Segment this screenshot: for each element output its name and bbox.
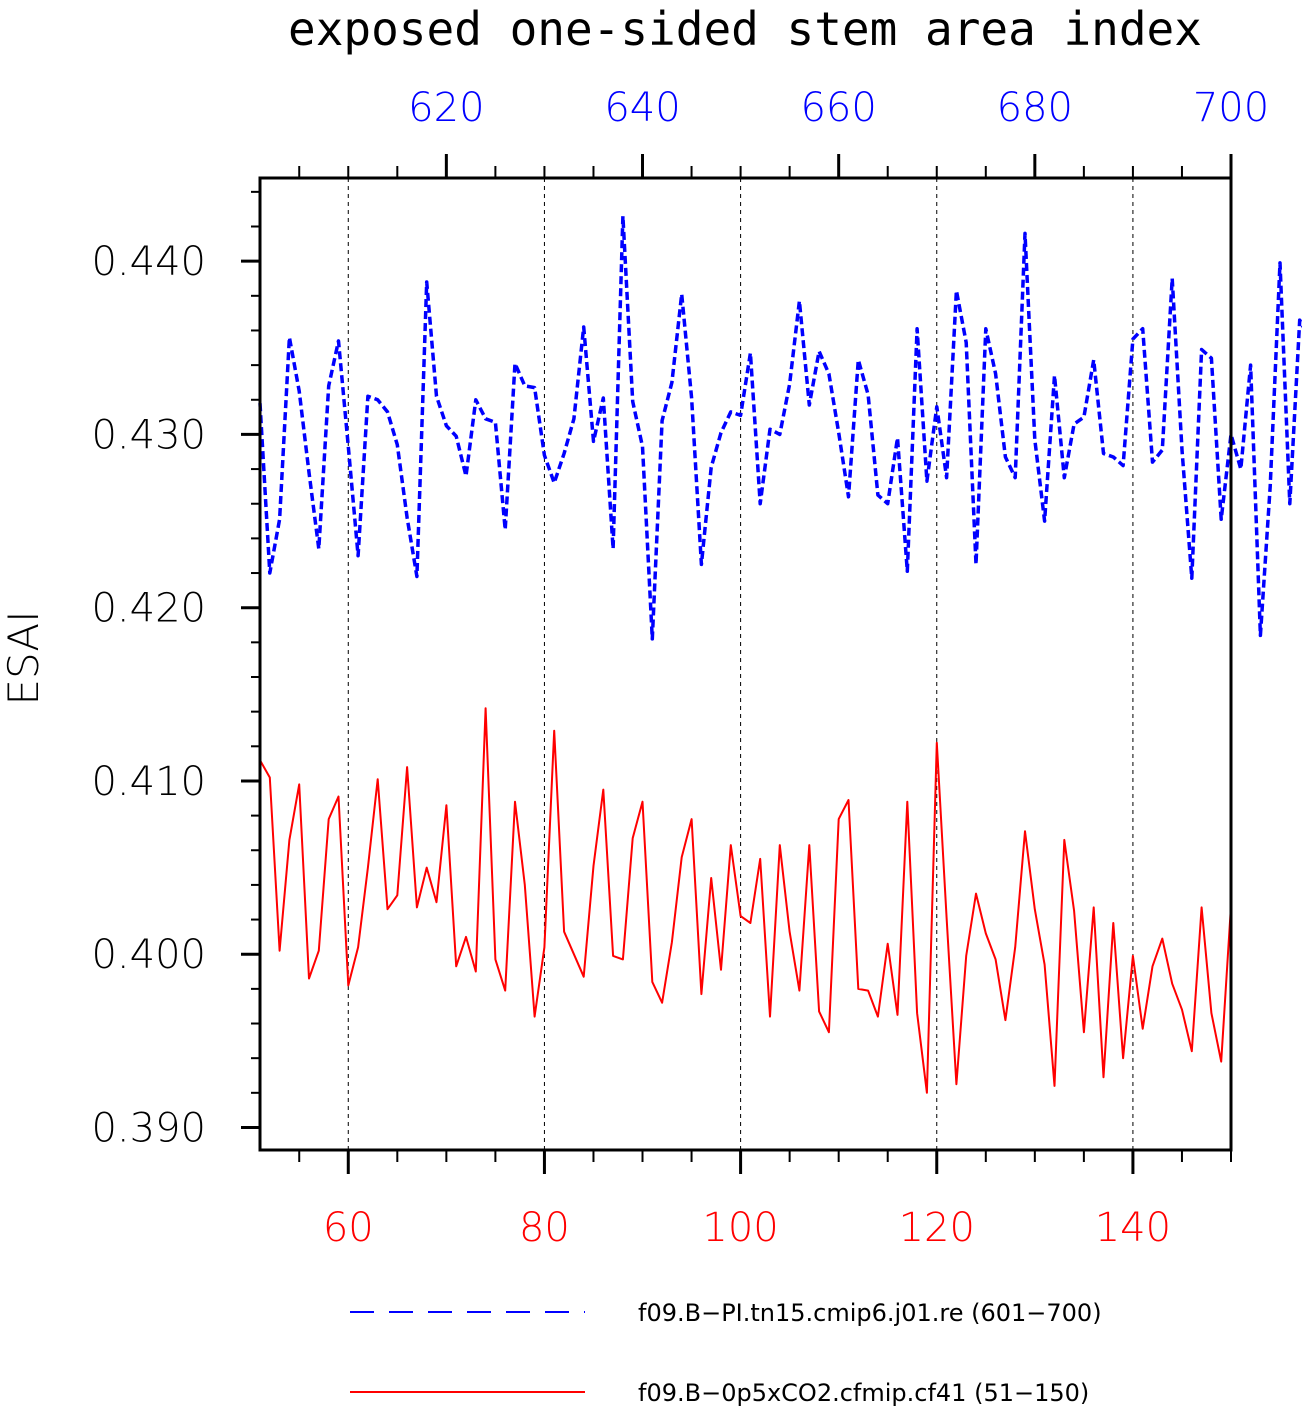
y-axis: 0.390 0.400 0.410 0.420 0.430 0.440: [91, 190, 260, 1151]
x-tick-label: 100: [702, 1205, 778, 1251]
y-tick-label: 0.390: [91, 1105, 206, 1151]
x-tick-label: 80: [519, 1205, 570, 1251]
grid-lines: [347, 178, 1134, 1150]
x-tick-label: 120: [899, 1205, 975, 1251]
x-tick-label: 640: [604, 85, 680, 131]
legend: f09.B−PI.tn15.cmip6.j01.re (601−700) f09.…: [350, 1299, 1102, 1407]
x-tick-label: 680: [997, 85, 1073, 131]
x-tick-label: 140: [1095, 1205, 1171, 1251]
series-group: [258, 214, 1302, 1094]
y-tick-label: 0.400: [91, 932, 206, 978]
series-line-1: [259, 707, 1232, 1094]
series-line-0: [258, 214, 1302, 641]
y-tick-label: 0.420: [91, 586, 206, 632]
x-tick-label: 700: [1193, 85, 1269, 131]
x-axis-top: 620 640 660 680 700: [298, 85, 1269, 178]
y-tick-label: 0.410: [91, 759, 206, 805]
x-tick-label: 620: [408, 85, 484, 131]
legend-label-0: f09.B−PI.tn15.cmip6.j01.re (601−700): [638, 1299, 1102, 1327]
y-tick-label: 0.440: [91, 239, 206, 285]
x-tick-label: 660: [800, 85, 876, 131]
plot-frame: [258, 176, 1233, 1152]
y-axis-label: ESAI: [0, 610, 48, 705]
chart-title: exposed one-sided stem area index: [288, 2, 1202, 56]
legend-label-1: f09.B−0p5xCO2.cfmip.cf41 (51−150): [638, 1379, 1089, 1407]
y-tick-label: 0.430: [91, 412, 206, 458]
x-axis-bottom: 60 80 100 120 140: [298, 1150, 1232, 1251]
x-tick-label: 60: [323, 1205, 374, 1251]
